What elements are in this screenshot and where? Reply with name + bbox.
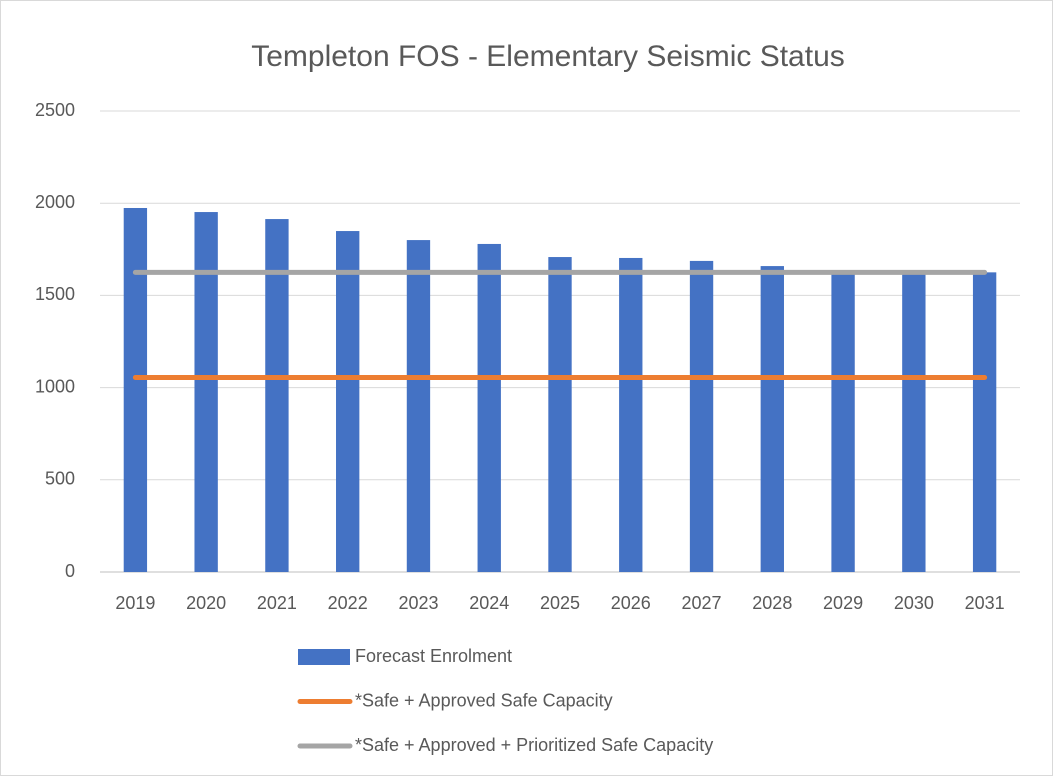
legend-label: *Safe + Approved + Prioritized Safe Capa… <box>355 735 713 755</box>
chart-title: Templeton FOS - Elementary Seismic Statu… <box>251 40 845 73</box>
legend-swatch <box>298 649 350 665</box>
x-tick-label: 2023 <box>398 593 438 613</box>
x-tick-label: 2027 <box>682 593 722 613</box>
bar <box>123 207 148 573</box>
bar <box>902 271 926 572</box>
x-tick-label: 2022 <box>328 593 368 613</box>
y-tick-label: 1000 <box>35 376 75 396</box>
bar <box>265 219 289 572</box>
y-tick-label: 0 <box>65 561 75 581</box>
x-tick-label: 2020 <box>186 593 226 613</box>
y-tick-label: 500 <box>45 469 75 489</box>
bar <box>406 240 431 572</box>
x-tick-label: 2030 <box>894 593 934 613</box>
bar <box>477 243 501 572</box>
legend-label: *Safe + Approved Safe Capacity <box>355 690 613 710</box>
x-tick-label: 2029 <box>823 593 863 613</box>
x-tick-label: 2026 <box>611 593 651 613</box>
x-tick-label: 2025 <box>540 593 580 613</box>
y-tick-label: 2000 <box>35 192 75 212</box>
bar <box>760 266 784 572</box>
x-tick-label: 2019 <box>115 593 155 613</box>
bar <box>336 231 360 572</box>
bar <box>972 272 997 572</box>
x-tick-label: 2028 <box>752 593 792 613</box>
y-tick-label: 1500 <box>35 284 75 304</box>
y-tick-label: 2500 <box>35 100 75 120</box>
bar <box>194 212 218 572</box>
bar <box>831 270 855 572</box>
legend-label: Forecast Enrolment <box>355 646 512 666</box>
x-tick-label: 2021 <box>257 593 297 613</box>
bar <box>689 260 714 572</box>
x-tick-label: 2031 <box>965 593 1005 613</box>
bar <box>548 257 572 572</box>
bar <box>619 257 643 572</box>
x-tick-label: 2024 <box>469 593 509 613</box>
